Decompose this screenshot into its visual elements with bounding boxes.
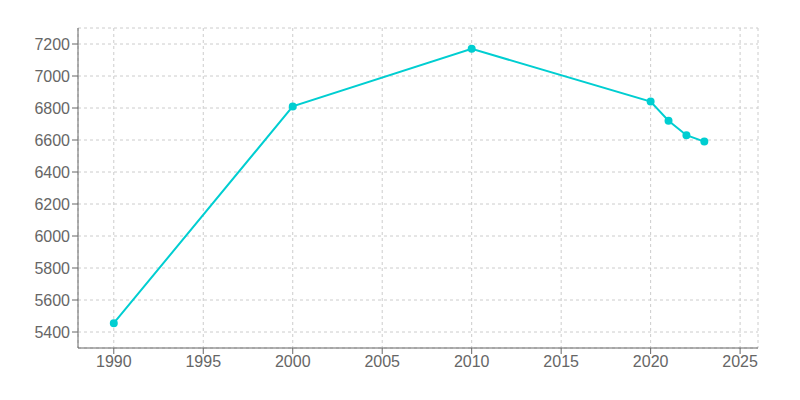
svg-text:6400: 6400 [34, 164, 70, 181]
svg-text:6800: 6800 [34, 100, 70, 117]
svg-text:2020: 2020 [633, 353, 669, 370]
svg-text:2005: 2005 [364, 353, 400, 370]
svg-text:5600: 5600 [34, 292, 70, 309]
svg-text:2010: 2010 [454, 353, 490, 370]
svg-text:6200: 6200 [34, 196, 70, 213]
svg-text:5400: 5400 [34, 324, 70, 341]
svg-text:6600: 6600 [34, 132, 70, 149]
svg-text:1995: 1995 [185, 353, 221, 370]
svg-text:2025: 2025 [722, 353, 758, 370]
svg-text:7000: 7000 [34, 68, 70, 85]
svg-text:1990: 1990 [96, 353, 132, 370]
svg-text:5800: 5800 [34, 260, 70, 277]
svg-text:7200: 7200 [34, 36, 70, 53]
svg-text:6000: 6000 [34, 228, 70, 245]
svg-text:2015: 2015 [543, 353, 579, 370]
svg-text:2000: 2000 [275, 353, 311, 370]
